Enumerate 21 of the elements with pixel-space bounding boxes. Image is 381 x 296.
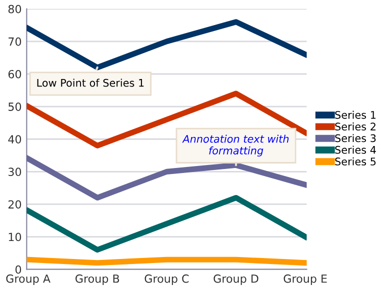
y-tick-label: 60 — [8, 70, 22, 78]
y-tick-label: 30 — [8, 168, 22, 176]
x-tick-label: Group A — [6, 274, 50, 285]
legend-label: Series 2 — [335, 122, 376, 130]
x-tick-label: Group C — [144, 274, 189, 285]
x-tick-label: Group E — [284, 274, 327, 285]
legend-label: Series 5 — [335, 157, 376, 166]
y-tick-label: 0 — [15, 265, 22, 274]
annotation: Low Point of Series 1 — [37, 78, 144, 87]
y-tick-label: 50 — [8, 102, 22, 111]
legend-label: Series 3 — [335, 134, 376, 142]
x-tick-label: Group B — [76, 274, 120, 285]
y-tick-label: 20 — [8, 200, 22, 209]
annotation: Annotation text with formatting — [182, 134, 289, 157]
legend-label: Series 1 — [335, 110, 376, 119]
legend-label: Series 4 — [335, 146, 376, 154]
y-tick-label: 80 — [8, 4, 22, 14]
y-tick-label: 70 — [8, 37, 22, 46]
x-tick-label: Group D — [214, 274, 258, 285]
y-tick-label: 40 — [8, 135, 22, 144]
y-tick-label: 10 — [8, 232, 22, 242]
